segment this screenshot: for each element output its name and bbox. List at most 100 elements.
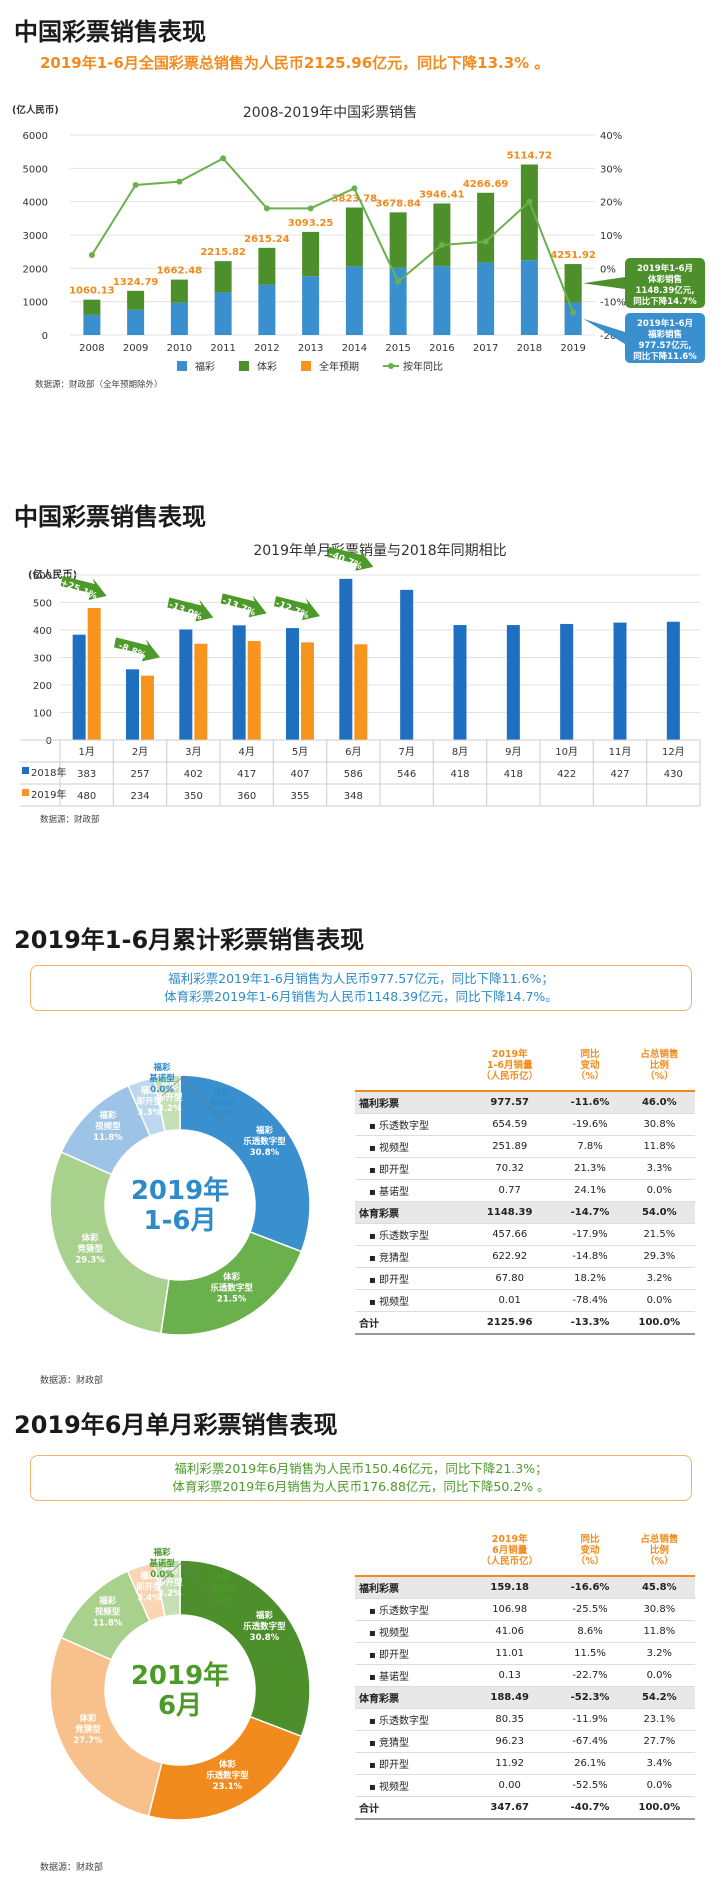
- chart1-total-label: 3946.41: [419, 189, 465, 200]
- table-cell: -13.3%: [556, 1311, 624, 1335]
- chart2-cell-2018: 257: [130, 769, 149, 780]
- chart1-callout-welfare-text: 2019年1-6月: [637, 318, 693, 329]
- donut-slice-label: 0.0%: [150, 1085, 174, 1095]
- table-cell: -40.7%: [556, 1796, 624, 1820]
- section1-heading: 中国彩票销售表现: [14, 18, 206, 46]
- chart1-xtick: 2011: [210, 343, 235, 354]
- table-cell: 26.1%: [556, 1752, 624, 1775]
- donut-slice: [153, 1074, 181, 1133]
- donut-slice-label: 体彩: [213, 1087, 231, 1098]
- donut-slice-label: 体彩: [223, 1272, 241, 1283]
- chart1-y2tick: 30%: [600, 164, 622, 175]
- donut-slice-label: 3.2%: [158, 1589, 182, 1599]
- donut-center-label: 2019年: [131, 1175, 229, 1206]
- chart1-bar-sports: [83, 299, 101, 315]
- chart1-total-label: 4251.92: [550, 250, 596, 261]
- chart2-bar-2019: [87, 608, 101, 740]
- table-row-label: ▪ 乐透数字型: [355, 1113, 463, 1136]
- table-cell: 18.2%: [556, 1267, 624, 1290]
- chart1-xtick: 2017: [473, 343, 498, 354]
- table-cell: 45.8%: [623, 1576, 695, 1599]
- chart2-ytick: 400: [33, 626, 52, 637]
- bullet-icon: ▪: [369, 1165, 379, 1176]
- table-row-label: ▪ 视频型: [355, 1774, 463, 1797]
- chart1-callout-sports-box: [625, 258, 705, 308]
- table-row: ▪ 基诺型 0.77 24.1% 0.0%: [355, 1179, 695, 1202]
- table-cell: 0.0%: [623, 1289, 695, 1312]
- section4-heading: 2019年6月单月彩票销售表现: [14, 1411, 338, 1439]
- chart2-bar-2019: [301, 642, 314, 740]
- donut-slice-label: 3.3%: [137, 1108, 161, 1118]
- chart1-bar-sports: [433, 203, 451, 267]
- chart2-xtick: 4月: [238, 746, 254, 758]
- chart2-cell-2019: 350: [184, 791, 203, 802]
- donut-slice-label: 福彩: [98, 1110, 117, 1121]
- bullet-icon: ▪: [369, 1672, 379, 1683]
- table-row-label: ▪ 即开型: [355, 1267, 463, 1290]
- chart2-cell-2019: 234: [130, 791, 149, 802]
- table-row: ▪ 竞猜型 622.92 -14.8% 29.3%: [355, 1245, 695, 1268]
- chart2-bar-2018: [286, 628, 299, 740]
- chart1-callout-sports-text: 同比下降14.7%: [633, 296, 697, 307]
- bullet-icon: ▪: [369, 1606, 379, 1617]
- chart1-bar-sports: [389, 212, 407, 268]
- donut-leader-line: [181, 1561, 223, 1607]
- chart2-xtick: 3月: [185, 746, 201, 758]
- donut-slice-label: 3.2%: [158, 1104, 182, 1114]
- chart1-total-label: 5114.72: [507, 151, 553, 162]
- table-row-label: ▪ 乐透数字型: [355, 1598, 463, 1621]
- donut-slice-label: 体彩: [79, 1713, 97, 1724]
- chart2-xtick: 5月: [292, 746, 308, 758]
- bullet-icon: ▪: [369, 1628, 379, 1639]
- chart2-ytick: 100: [33, 709, 52, 720]
- chart1-y2tick: -10%: [600, 298, 626, 309]
- donut-slice-label: 0.0%: [210, 1110, 234, 1120]
- table-cell: -25.5%: [556, 1598, 624, 1621]
- chart1-yoy-point: [88, 252, 95, 258]
- chart1-xtick: 2008: [79, 343, 104, 354]
- chart1-total-label: 2615.24: [244, 234, 290, 245]
- chart1-yoy-point: [526, 198, 533, 205]
- donut-slice-label: 视频型: [95, 1121, 121, 1132]
- chart1-bar-sports: [127, 290, 145, 310]
- chart2-bar-2018: [613, 622, 627, 740]
- donut-slice-label: 0.0%: [210, 1595, 234, 1605]
- chart1-y2tick: 40%: [600, 131, 622, 142]
- donut-slice-label: 0.0%: [150, 1570, 174, 1580]
- chart1-total-label: 1060.13: [69, 286, 115, 297]
- table-row-label: 福利彩票: [355, 1576, 463, 1599]
- chart1-ytick: 1000: [23, 298, 48, 309]
- donut-slice-label: 30.8%: [250, 1633, 280, 1643]
- chart1-xtick: 2012: [254, 343, 279, 354]
- chart2-xtick: 10月: [555, 746, 578, 758]
- table-cell: 654.59: [463, 1113, 557, 1136]
- donut-center-label: 2019年: [131, 1660, 229, 1691]
- table-header-cell: [355, 1040, 463, 1092]
- chart1-callout-sports-text: 2019年1-6月: [637, 263, 693, 274]
- chart1-bar-sports: [477, 192, 495, 263]
- chart2-cell-2018: 418: [504, 769, 523, 780]
- chart1-bar-welfare: [564, 302, 582, 335]
- donut-slice-label: 福彩: [98, 1596, 117, 1607]
- table-row: ▪ 视频型 0.00 -52.5% 0.0%: [355, 1774, 695, 1797]
- table-header-row: 2019年 6月销量 （人民币亿） 同比 变动 （%） 占总销售 比例 （%）: [355, 1525, 695, 1577]
- chart2-xtick: 6月: [345, 746, 361, 758]
- chart2-title: 2019年单月彩票销量与2018年同期相比: [253, 543, 506, 559]
- donut-slice-label: 乐透数字型: [206, 1770, 249, 1781]
- table-row: ▪ 视频型 41.06 8.6% 11.8%: [355, 1620, 695, 1643]
- section4-table: 2019年 6月销量 （人民币亿） 同比 变动 （%） 占总销售 比例 （%） 福利彩票 159.1…: [355, 1525, 695, 1820]
- donut-slice-label: 29.3%: [75, 1255, 105, 1265]
- donut-slice-label: 体彩: [219, 1759, 237, 1770]
- donut-slice-label: 基诺型: [148, 1558, 175, 1569]
- chart1-legend-swatch: [239, 361, 249, 371]
- chart2-cell-2019: 480: [77, 791, 96, 802]
- chart1-xtick: 2015: [385, 343, 410, 354]
- table-header-cell: 2019年 6月销量 （人民币亿）: [463, 1525, 557, 1577]
- section3-box-line2: 体育彩票2019年1-6月销售为人民币1148.39亿元，同比下降14.7%。: [164, 989, 558, 1004]
- table-cell: 3.2%: [623, 1642, 695, 1665]
- chart1-yoy-point: [438, 242, 445, 248]
- bullet-icon: ▪: [369, 1760, 379, 1771]
- chart1-legend-swatch: [388, 363, 394, 369]
- chart1-legend-label: 全年预期: [319, 360, 359, 373]
- chart1-ytick: 6000: [23, 131, 48, 142]
